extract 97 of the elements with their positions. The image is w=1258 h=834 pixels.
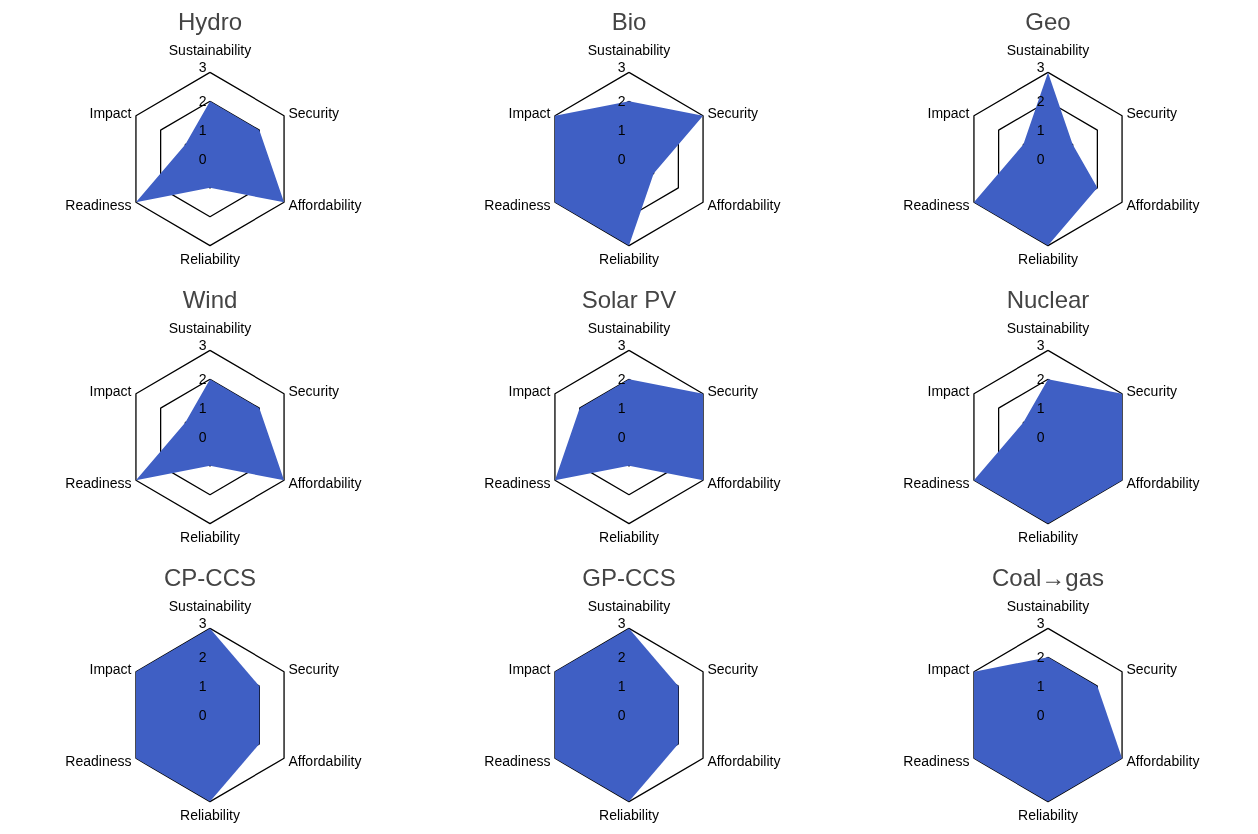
chart-title: CP-CCS: [164, 563, 257, 591]
spoke-label: Affordability: [288, 474, 362, 491]
y-tick-label: 1: [617, 122, 626, 139]
spoke-label: Reliability: [180, 528, 240, 545]
y-tick-label: 3: [617, 615, 626, 632]
y-tick-label: 0: [1036, 707, 1045, 723]
spoke-label: Affordability: [288, 752, 362, 769]
y-tick-label: 2: [1036, 93, 1045, 110]
spoke-label: Affordability: [707, 474, 781, 491]
y-tick-label: 3: [617, 59, 626, 76]
chart-title: Bio: [611, 7, 647, 35]
y-tick-label: 0: [617, 151, 626, 167]
spoke-label: Affordability: [1126, 474, 1200, 491]
y-tick-label: 0: [617, 707, 626, 723]
spoke-label: Security: [288, 383, 340, 400]
chart-title: Coal→gas: [991, 563, 1105, 591]
y-tick-label: 0: [198, 707, 207, 723]
y-tick-label: 1: [1036, 400, 1045, 417]
y-tick-label: 3: [1036, 337, 1045, 354]
chart-title: Solar PV: [581, 285, 677, 313]
spoke-label: Reliability: [180, 250, 240, 267]
spoke-label: Readiness: [903, 752, 970, 769]
y-tick-label: 3: [1036, 59, 1045, 76]
spoke-label: Security: [288, 661, 340, 678]
spoke-label: Sustainability: [1006, 597, 1090, 614]
spoke-label: Readiness: [65, 196, 132, 213]
y-tick-label: 1: [198, 122, 207, 139]
spoke-label: Sustainability: [1006, 319, 1090, 336]
y-tick-label: 1: [1036, 678, 1045, 695]
spoke-label: Sustainability: [587, 319, 671, 336]
y-tick-label: 0: [198, 429, 207, 445]
y-tick-label: 3: [617, 337, 626, 354]
spoke-label: Sustainability: [1006, 41, 1090, 58]
y-tick-label: 0: [617, 429, 626, 445]
spoke-label: Security: [1126, 661, 1178, 678]
y-tick-label: 3: [198, 59, 207, 76]
spoke-label: Readiness: [484, 752, 551, 769]
spoke-label: Impact: [927, 661, 970, 678]
spoke-label: Impact: [89, 105, 132, 122]
spoke-label: Sustainability: [168, 597, 252, 614]
spoke-label: Sustainability: [168, 41, 252, 58]
spoke-label: Impact: [508, 105, 551, 122]
spoke-label: Affordability: [1126, 196, 1200, 213]
spoke-label: Reliability: [1018, 806, 1078, 823]
spoke-label: Readiness: [484, 196, 551, 213]
chart-title: Nuclear: [1006, 285, 1090, 313]
y-tick-label: 1: [617, 400, 626, 417]
spoke-label: Affordability: [1126, 752, 1200, 769]
y-tick-label: 2: [198, 93, 207, 110]
spoke-label: Readiness: [903, 196, 970, 213]
spoke-label: Security: [1126, 383, 1178, 400]
spoke-label: Impact: [89, 383, 132, 400]
y-tick-label: 2: [198, 371, 207, 388]
y-tick-label: 2: [617, 371, 626, 388]
spoke-label: Reliability: [599, 528, 659, 545]
spoke-label: Sustainability: [587, 597, 671, 614]
spoke-label: Affordability: [288, 196, 362, 213]
spoke-label: Reliability: [599, 806, 659, 823]
chart-title: Wind: [182, 285, 238, 313]
spoke-label: Security: [1126, 105, 1178, 122]
spoke-label: Sustainability: [168, 319, 252, 336]
spoke-label: Readiness: [65, 752, 132, 769]
spoke-label: Readiness: [65, 474, 132, 491]
y-tick-label: 2: [617, 649, 626, 666]
y-tick-label: 0: [198, 151, 207, 167]
y-tick-label: 1: [198, 400, 207, 417]
y-tick-label: 1: [1036, 122, 1045, 139]
y-tick-label: 2: [1036, 371, 1045, 388]
spoke-label: Reliability: [599, 250, 659, 267]
spoke-label: Readiness: [903, 474, 970, 491]
spoke-label: Sustainability: [587, 41, 671, 58]
chart-title: Geo: [1025, 7, 1071, 35]
y-tick-label: 1: [617, 678, 626, 695]
y-tick-label: 3: [198, 615, 207, 632]
y-tick-label: 3: [198, 337, 207, 354]
spoke-label: Reliability: [180, 806, 240, 823]
chart-title: Hydro: [177, 7, 243, 35]
spoke-label: Affordability: [707, 196, 781, 213]
y-tick-label: 3: [1036, 615, 1045, 632]
spoke-label: Impact: [927, 383, 970, 400]
spoke-label: Affordability: [707, 752, 781, 769]
spoke-label: Readiness: [484, 474, 551, 491]
spoke-label: Impact: [89, 661, 132, 678]
spoke-label: Reliability: [1018, 528, 1078, 545]
spoke-label: Impact: [927, 105, 970, 122]
spoke-label: Security: [707, 661, 759, 678]
spoke-label: Reliability: [1018, 250, 1078, 267]
y-tick-label: 0: [1036, 429, 1045, 445]
y-tick-label: 0: [1036, 151, 1045, 167]
chart-title: GP-CCS: [582, 563, 676, 591]
spoke-label: Impact: [508, 661, 551, 678]
spoke-label: Security: [707, 105, 759, 122]
y-tick-label: 2: [198, 649, 207, 666]
spoke-label: Security: [288, 105, 340, 122]
spoke-label: Impact: [508, 383, 551, 400]
y-tick-label: 1: [198, 678, 207, 695]
spoke-label: Security: [707, 383, 759, 400]
